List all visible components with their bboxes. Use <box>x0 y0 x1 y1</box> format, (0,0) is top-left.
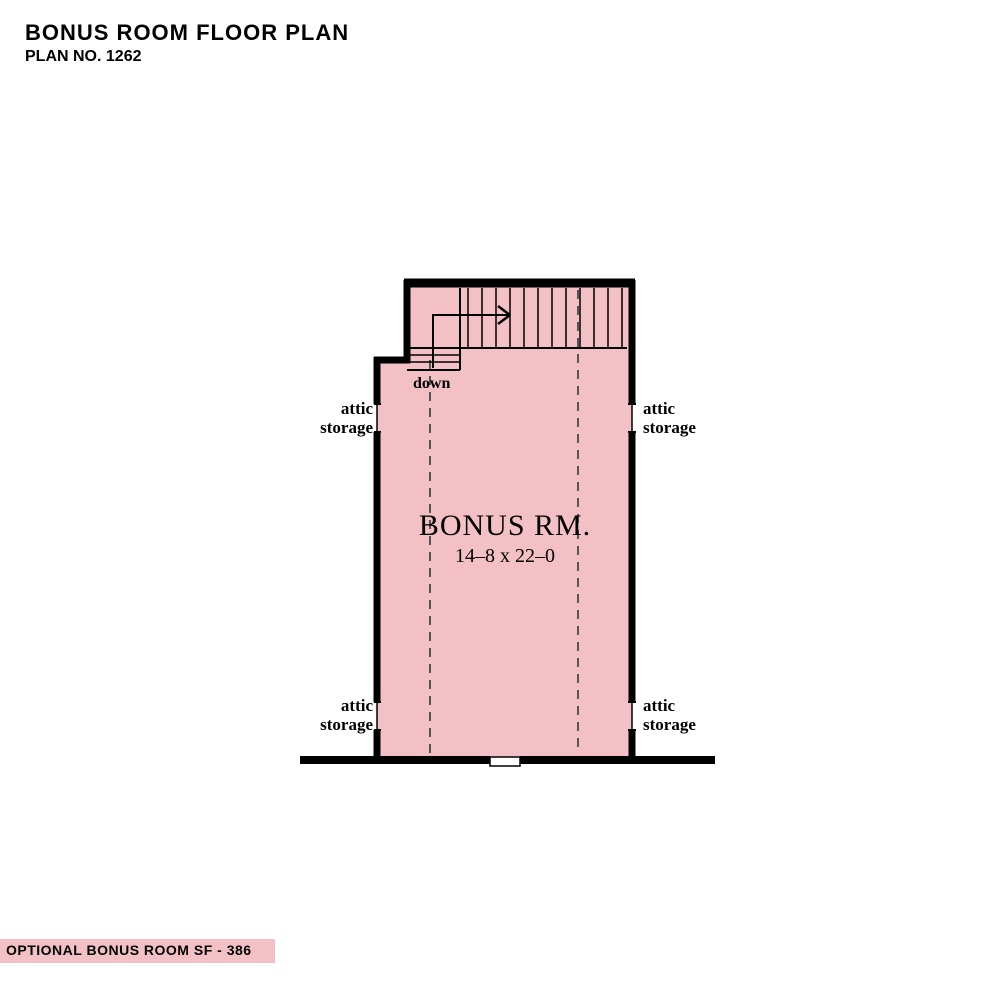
attic-text-line1: attic <box>643 697 696 716</box>
attic-label-bottom-left: attic storage <box>311 697 373 734</box>
attic-text-line2: storage <box>311 716 373 735</box>
attic-label-top-right: attic storage <box>643 400 696 437</box>
attic-text-line1: attic <box>311 697 373 716</box>
attic-text-line2: storage <box>643 419 696 438</box>
attic-text-line2: storage <box>311 419 373 438</box>
room-dimensions-label: 14–8 x 22–0 <box>455 545 555 567</box>
floorplan-svg: BONUS RM. 14–8 x 22–0 down <box>0 0 1000 985</box>
footer-sqft-bar: OPTIONAL BONUS ROOM SF - 386 <box>0 939 275 963</box>
stair-direction-label: down <box>413 375 450 392</box>
room-name-label: BONUS RM. <box>419 509 591 542</box>
attic-label-top-left: attic storage <box>311 400 373 437</box>
attic-text-line1: attic <box>643 400 696 419</box>
attic-text-line1: attic <box>311 400 373 419</box>
floorplan-diagram: BONUS RM. 14–8 x 22–0 down attic storage… <box>0 0 1000 985</box>
attic-label-bottom-right: attic storage <box>643 697 696 734</box>
attic-text-line2: storage <box>643 716 696 735</box>
